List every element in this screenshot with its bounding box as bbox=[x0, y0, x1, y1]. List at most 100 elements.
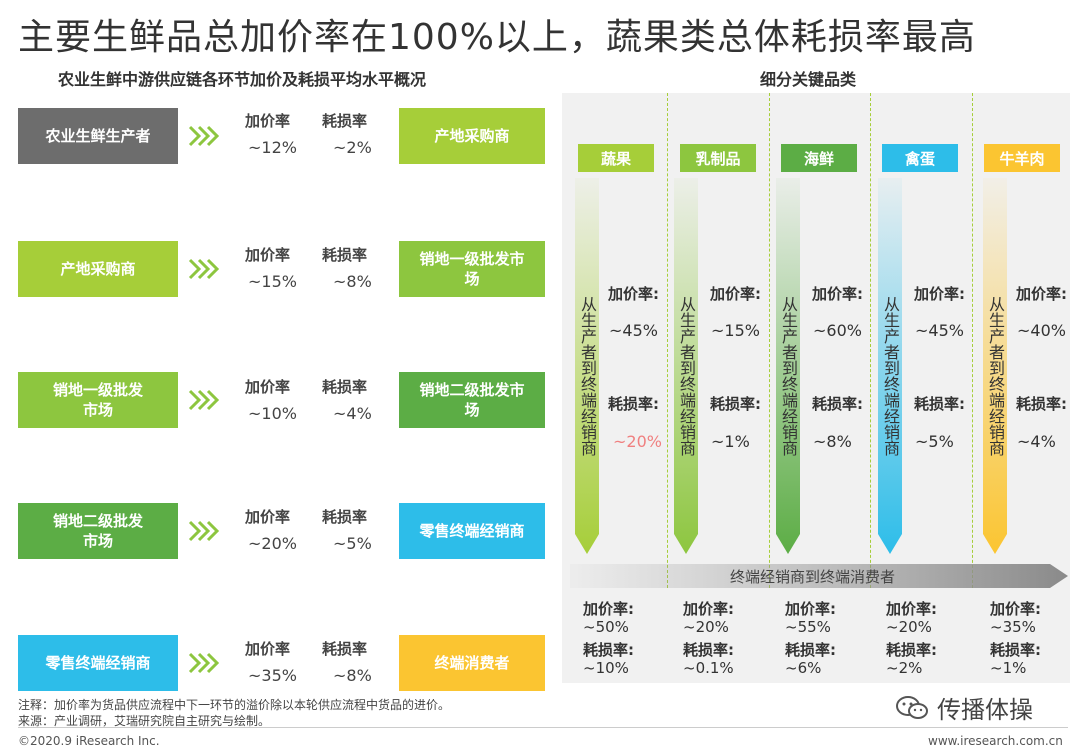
down-arrow-icon bbox=[776, 178, 800, 554]
rate-label: 加价率: bbox=[812, 285, 863, 303]
loss-label: 耗损率: bbox=[710, 395, 761, 413]
rate-value: ~15% bbox=[248, 272, 297, 291]
loss-label: 耗损率 bbox=[322, 508, 368, 526]
rate-value: ~35% bbox=[990, 618, 1036, 636]
down-arrow-icon bbox=[878, 178, 902, 554]
column-divider bbox=[870, 93, 871, 588]
rate-value: ~50% bbox=[583, 618, 629, 636]
rate-label: 加价率: bbox=[785, 600, 836, 618]
loss-value: ~5% bbox=[915, 432, 954, 451]
rate-value: ~15% bbox=[711, 321, 760, 340]
page-title: 主要生鲜品总加价率在100%以上，蔬果类总体耗损率最高 bbox=[18, 17, 976, 58]
category-label: 乳制品 bbox=[680, 144, 756, 172]
column-divider bbox=[667, 93, 668, 588]
rate-label: 加价率: bbox=[683, 600, 734, 618]
category-label: 海鲜 bbox=[781, 144, 857, 172]
loss-value: ~10% bbox=[583, 659, 629, 677]
flow-to-box: 销地二级批发市场 bbox=[399, 372, 545, 428]
category-label: 牛羊肉 bbox=[984, 144, 1060, 172]
right-subtitle: 细分关键品类 bbox=[760, 70, 857, 89]
chevron-right-icon bbox=[188, 652, 220, 674]
loss-value: ~0.1% bbox=[683, 659, 734, 677]
rate-value: ~60% bbox=[813, 321, 862, 340]
chevron-right-icon bbox=[188, 520, 220, 542]
rate-value: ~20% bbox=[683, 618, 729, 636]
loss-value: ~8% bbox=[813, 432, 852, 451]
consumer-bar-label: 终端经销商到终端消费者 bbox=[730, 568, 896, 586]
flow-from-box: 销地一级批发市场 bbox=[18, 372, 178, 428]
rate-label: 加价率 bbox=[245, 378, 291, 396]
loss-value: ~5% bbox=[333, 534, 372, 553]
flow-to-box: 零售终端经销商 bbox=[399, 503, 545, 559]
rate-label: 加价率 bbox=[245, 246, 291, 264]
rate-value: ~40% bbox=[1017, 321, 1066, 340]
column-divider bbox=[972, 93, 973, 588]
rate-label: 加价率 bbox=[245, 640, 291, 658]
chevron-right-icon bbox=[188, 125, 220, 147]
watermark: 传播体操 bbox=[895, 690, 1033, 725]
category-label: 蔬果 bbox=[578, 144, 654, 172]
rate-value: ~35% bbox=[248, 666, 297, 685]
down-arrow-icon bbox=[674, 178, 698, 554]
loss-label: 耗损率: bbox=[914, 395, 965, 413]
rate-label: 加价率 bbox=[245, 508, 291, 526]
loss-value: ~4% bbox=[1017, 432, 1056, 451]
rate-value: ~45% bbox=[915, 321, 964, 340]
rate-value: ~10% bbox=[248, 404, 297, 423]
loss-label: 耗损率: bbox=[608, 395, 659, 413]
rate-value: ~55% bbox=[785, 618, 831, 636]
loss-value: ~1% bbox=[711, 432, 750, 451]
loss-label: 耗损率 bbox=[322, 112, 368, 130]
loss-label: 耗损率: bbox=[990, 641, 1041, 659]
vertical-caption: 从生产者到终端经销商 bbox=[578, 296, 597, 456]
flow-from-box: 产地采购商 bbox=[18, 241, 178, 297]
right-arrow-icon bbox=[570, 564, 1068, 588]
loss-label: 耗损率 bbox=[322, 246, 368, 264]
footer-divider bbox=[18, 727, 1068, 728]
rate-label: 加价率: bbox=[1016, 285, 1067, 303]
flow-from-box: 销地二级批发市场 bbox=[18, 503, 178, 559]
vertical-caption: 从生产者到终端经销商 bbox=[986, 296, 1005, 456]
flow-to-box: 终端消费者 bbox=[399, 635, 545, 691]
loss-label: 耗损率: bbox=[1016, 395, 1067, 413]
column-divider bbox=[769, 93, 770, 588]
rate-label: 加价率: bbox=[608, 285, 659, 303]
vertical-caption: 从生产者到终端经销商 bbox=[677, 296, 696, 456]
rate-label: 加价率: bbox=[886, 600, 937, 618]
loss-value: ~8% bbox=[333, 666, 372, 685]
note-text: 注释：加价率为货品供应流程中下一环节的溢价除以本轮供应流程中货品的进价。 bbox=[18, 698, 451, 712]
category-label: 禽蛋 bbox=[882, 144, 958, 172]
flow-from-box: 农业生鲜生产者 bbox=[18, 108, 178, 164]
rate-label: 加价率: bbox=[583, 600, 634, 618]
loss-label: 耗损率: bbox=[886, 641, 937, 659]
rate-label: 加价率: bbox=[710, 285, 761, 303]
rate-label: 加价率 bbox=[245, 112, 291, 130]
rate-value: ~20% bbox=[886, 618, 932, 636]
rate-label: 加价率: bbox=[914, 285, 965, 303]
loss-value: ~8% bbox=[333, 272, 372, 291]
rate-label: 加价率: bbox=[990, 600, 1041, 618]
watermark-text: 传播体操 bbox=[937, 696, 1033, 724]
loss-label: 耗损率: bbox=[683, 641, 734, 659]
rate-value: ~12% bbox=[248, 138, 297, 157]
chevron-right-icon bbox=[188, 258, 220, 280]
loss-value: ~6% bbox=[785, 659, 822, 677]
flow-to-box: 销地一级批发市场 bbox=[399, 241, 545, 297]
loss-value: ~20% bbox=[613, 432, 662, 451]
loss-label: 耗损率: bbox=[812, 395, 863, 413]
loss-label: 耗损率 bbox=[322, 640, 368, 658]
down-arrow-icon bbox=[575, 178, 599, 554]
left-subtitle: 农业生鲜中游供应链各环节加价及耗损平均水平概况 bbox=[58, 70, 427, 89]
loss-label: 耗损率: bbox=[785, 641, 836, 659]
copyright: ©2020.9 iResearch Inc. bbox=[18, 734, 160, 748]
flow-to-box: 产地采购商 bbox=[399, 108, 545, 164]
source-text: 来源：产业调研，艾瑞研究院自主研究与绘制。 bbox=[18, 714, 271, 728]
chevron-right-icon bbox=[188, 389, 220, 411]
wechat-icon bbox=[896, 695, 928, 719]
loss-value: ~4% bbox=[333, 404, 372, 423]
loss-value: ~2% bbox=[886, 659, 923, 677]
rate-value: ~45% bbox=[609, 321, 658, 340]
loss-value: ~2% bbox=[333, 138, 372, 157]
rate-value: ~20% bbox=[248, 534, 297, 553]
loss-value: ~1% bbox=[990, 659, 1027, 677]
